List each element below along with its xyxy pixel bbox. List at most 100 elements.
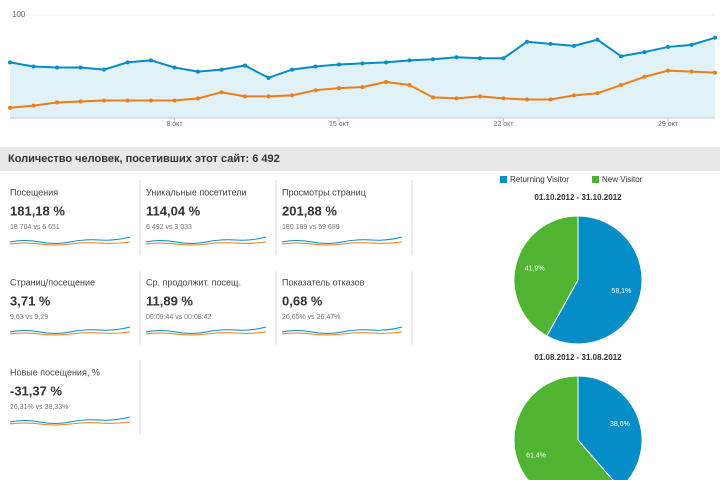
point (31, 64, 36, 69)
point (243, 63, 247, 68)
metric-label: Уникальные посетители (146, 187, 247, 197)
x-tick-label: 15 окт (329, 121, 350, 128)
metric-compare: 00:09:44 vs 00:08:42 (146, 314, 211, 321)
point (619, 83, 623, 88)
point (525, 97, 529, 102)
pie-slice (513, 375, 614, 480)
sparkline (281, 236, 403, 244)
sparkline (145, 331, 267, 336)
point (689, 69, 694, 74)
summary-title: Количество человек, посетивших этот сайт… (8, 153, 280, 165)
point (642, 50, 647, 55)
point (666, 68, 670, 73)
y-tick-label: 100 (12, 10, 26, 19)
point (478, 94, 482, 99)
x-tick-label: 29 окт (658, 121, 679, 128)
point (384, 79, 388, 84)
point (501, 96, 506, 101)
metric-compare: 6 492 vs 3 033 (146, 224, 192, 231)
point (125, 60, 130, 65)
metric-value: 11,89 % (146, 293, 193, 308)
pie-period: 01.08.2012 - 31.08.2012 (534, 353, 622, 362)
metric-label: Посещения (10, 187, 58, 197)
point (478, 56, 482, 61)
point (713, 35, 717, 40)
metric-value: 3,71 % (10, 293, 51, 308)
point (172, 65, 177, 70)
point (501, 56, 506, 61)
summary-bar (0, 147, 720, 171)
point (548, 41, 553, 46)
point (572, 43, 576, 48)
point (454, 55, 459, 60)
point (149, 58, 153, 63)
point (454, 96, 459, 101)
metric-label: Показатель отказов (282, 277, 365, 287)
point (407, 83, 412, 88)
pie-label: 61,4% (526, 453, 546, 460)
area (10, 37, 715, 118)
point (55, 100, 59, 105)
pie-slice (513, 215, 579, 337)
metric-value: 114,04 % (146, 203, 201, 218)
point (172, 98, 177, 103)
point (8, 60, 12, 65)
sparkline (145, 326, 267, 334)
point (713, 70, 717, 75)
x-tick-label: 22 окт (494, 121, 515, 128)
metric-value: 201,88 % (282, 203, 337, 218)
point (31, 103, 36, 108)
legend-label: Returning Visitor (510, 175, 569, 184)
point (290, 67, 294, 72)
point (431, 57, 435, 62)
pie-period: 01.10.2012 - 31.10.2012 (534, 193, 622, 202)
sparkline (9, 416, 131, 424)
sparkline (9, 236, 131, 244)
point (572, 93, 576, 98)
point (196, 69, 200, 74)
pie-label: 58,1% (611, 288, 631, 295)
sparkline (145, 236, 267, 244)
point (55, 65, 59, 70)
metric-compare: 9,63 vs 9,29 (10, 314, 48, 321)
point (266, 75, 271, 80)
point (666, 44, 670, 49)
point (196, 96, 200, 101)
point (290, 93, 294, 98)
metric-compare: 180 189 vs 59 689 (282, 224, 340, 231)
point (642, 74, 647, 79)
metric-value: 181,18 % (10, 203, 65, 218)
metric-label: Просмотры страниц (282, 187, 366, 197)
point (431, 95, 435, 100)
pie-label: 41,9% (525, 266, 545, 273)
pie-label: 38,6% (610, 421, 630, 428)
pie-slice (577, 375, 643, 480)
point (548, 97, 553, 102)
x-tick-label: 8 окт (166, 121, 183, 128)
pie-slice (546, 215, 643, 345)
point (125, 98, 130, 103)
sparkline (9, 331, 131, 336)
legend-label: New Visitor (602, 175, 643, 184)
point (243, 94, 247, 99)
point (266, 94, 271, 99)
point (313, 64, 318, 69)
sparkline (9, 326, 131, 334)
metric-compare: 26,65% vs 26,47% (282, 314, 340, 321)
point (595, 91, 600, 96)
point (102, 67, 106, 72)
sparkline (281, 241, 403, 246)
point (78, 65, 83, 70)
metric-compare: 18 704 vs 6 651 (10, 224, 60, 231)
sparkline (9, 241, 131, 246)
point (360, 85, 365, 90)
metric-value: -31,37 % (10, 383, 62, 398)
metric-compare: 26,31% vs 38,33% (10, 404, 68, 411)
point (78, 99, 83, 104)
point (219, 67, 224, 72)
metric-value: 0,68 % (282, 293, 323, 308)
sparkline (281, 326, 403, 334)
metric-label: Новые посещения, % (10, 367, 100, 377)
legend-swatch (592, 176, 599, 183)
